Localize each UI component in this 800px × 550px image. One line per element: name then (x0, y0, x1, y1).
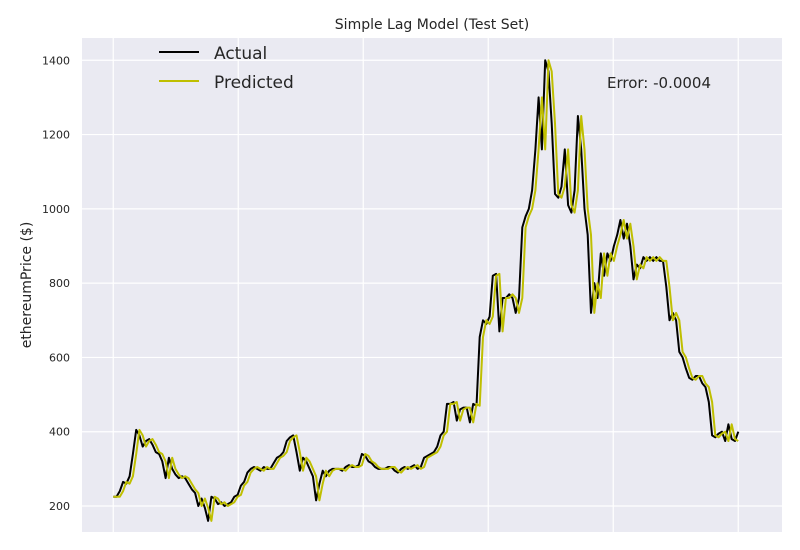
y-tick-label: 200 (49, 500, 70, 513)
y-axis-label: ethereumPrice ($) (19, 222, 35, 349)
y-tick-label: 1000 (42, 203, 70, 216)
legend: Actual Predicted (159, 44, 294, 93)
series-line-actual (113, 59, 740, 522)
y-tick-label: 400 (49, 426, 70, 439)
y-tick-label: 800 (49, 277, 70, 290)
plot-area (82, 38, 782, 532)
chart-title: Simple Lag Model (Test Set) (335, 17, 529, 33)
x-gridlines (112, 38, 739, 532)
y-tick-label: 600 (49, 351, 70, 364)
y-tick-labels: 200 400 600 800 1000 1200 1400 (42, 54, 70, 513)
series-line-predicted (113, 59, 739, 522)
legend-label-actual: Actual (214, 44, 267, 64)
y-gridlines (82, 59, 782, 507)
y-tick-label: 1400 (42, 54, 70, 67)
series-layer (113, 59, 740, 522)
y-tick-label: 1200 (42, 129, 70, 142)
error-annotation: Error: -0.0004 (607, 74, 711, 92)
legend-label-predicted: Predicted (214, 73, 294, 93)
